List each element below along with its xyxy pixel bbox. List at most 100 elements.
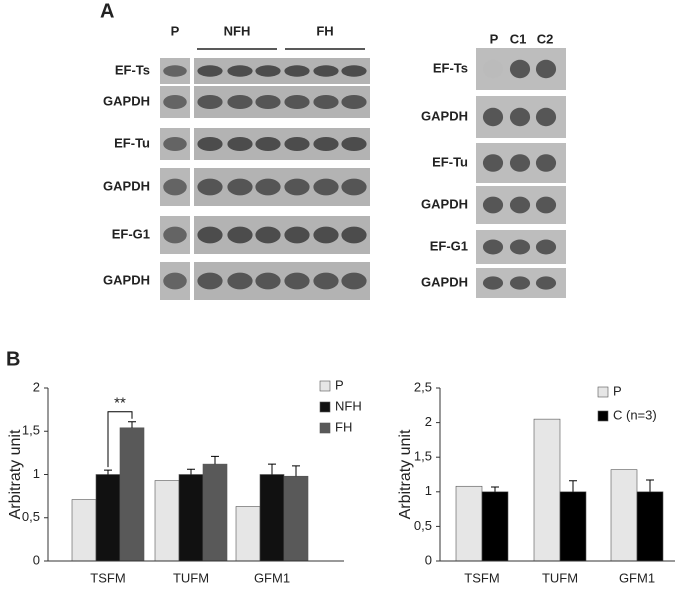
error-bar xyxy=(569,480,577,492)
blot-row-label: GAPDH xyxy=(103,93,150,108)
blot-band xyxy=(313,272,339,290)
significance-label: ** xyxy=(114,395,126,412)
blot-band xyxy=(313,94,339,110)
blot-band xyxy=(535,154,557,172)
blot-panel xyxy=(194,262,370,300)
blot-band xyxy=(227,226,253,244)
bar xyxy=(178,474,204,562)
y-tick-label: 2,5 xyxy=(414,379,432,394)
blot-band xyxy=(227,178,253,196)
blot-lane-label: C2 xyxy=(537,31,554,46)
y-tick-label: 1 xyxy=(33,466,40,481)
bar xyxy=(259,474,285,562)
blot-band xyxy=(509,196,531,214)
y-axis-label: Arbitraty unit xyxy=(7,429,24,519)
bar xyxy=(119,427,145,562)
blot-panel xyxy=(194,86,370,118)
blot-band xyxy=(227,136,253,152)
blot-lane-label: C1 xyxy=(510,31,527,46)
bar xyxy=(283,475,309,562)
blot-band xyxy=(482,59,504,79)
blot-row-label: GAPDH xyxy=(421,196,468,211)
legend-swatch xyxy=(597,386,609,398)
blot-band xyxy=(197,226,223,244)
blot-band xyxy=(255,136,281,152)
bar xyxy=(610,469,638,562)
blot-band xyxy=(163,65,187,77)
y-tick-label: 1,5 xyxy=(414,449,432,464)
bar xyxy=(455,485,483,562)
blot-row-label: EF-Tu xyxy=(432,154,468,169)
y-tick-label: 0,5 xyxy=(22,509,40,524)
blot-panel xyxy=(194,168,370,206)
bar xyxy=(481,491,509,562)
blot-band xyxy=(197,272,223,290)
legend-swatch xyxy=(319,422,331,434)
blot-band xyxy=(284,178,310,196)
blot-band xyxy=(341,272,367,290)
bar xyxy=(533,418,561,562)
blot-band xyxy=(341,94,367,110)
x-tick-label: GFM1 xyxy=(619,570,655,585)
blot-band xyxy=(197,65,223,77)
bar xyxy=(71,499,97,562)
blot-band xyxy=(255,272,281,290)
blot-band xyxy=(482,196,504,214)
error-bar xyxy=(104,469,112,475)
blot-lane-label: P xyxy=(490,31,499,46)
y-tick-label: 0 xyxy=(33,552,40,567)
y-tick-label: 1 xyxy=(425,483,432,498)
error-bar xyxy=(128,421,136,428)
error-bar xyxy=(268,463,276,475)
blot-band xyxy=(163,178,187,196)
bar xyxy=(636,491,664,562)
blot-band xyxy=(284,94,310,110)
blot-band xyxy=(255,65,281,77)
x-tick-label: TSFM xyxy=(464,570,499,585)
x-tick-label: TSFM xyxy=(90,570,125,585)
y-tick-label: 0 xyxy=(425,552,432,567)
blot-band xyxy=(341,226,367,244)
legend-label: FH xyxy=(335,419,352,434)
blot-lane-label: FH xyxy=(316,23,333,38)
blot-row-label: EF-Ts xyxy=(433,60,468,75)
legend-label: P xyxy=(613,383,622,398)
blot-band xyxy=(535,59,557,79)
blot-panel xyxy=(194,216,370,254)
blot-row-label: EF-G1 xyxy=(112,226,150,241)
bar xyxy=(154,480,180,562)
blot-band xyxy=(509,107,531,127)
x-tick-label: TUFM xyxy=(542,570,578,585)
y-tick-label: 0,5 xyxy=(414,518,432,533)
blot-band xyxy=(227,65,253,77)
legend-label: NFH xyxy=(335,398,362,413)
legend-swatch xyxy=(319,401,331,413)
blot-panel xyxy=(194,128,370,160)
error-bar xyxy=(187,468,195,475)
blot-band xyxy=(227,272,253,290)
error-bar xyxy=(491,486,499,492)
blot-lane-label: NFH xyxy=(224,23,251,38)
blot-row-label: GAPDH xyxy=(103,178,150,193)
blot-panel xyxy=(194,58,370,84)
blot-band xyxy=(163,136,187,152)
blot-band xyxy=(163,226,187,244)
legend-label: P xyxy=(335,377,344,392)
blot-band xyxy=(482,276,504,290)
blot-row-label: GAPDH xyxy=(103,272,150,287)
y-tick-label: 2 xyxy=(425,414,432,429)
blot-row-label: EF-Tu xyxy=(114,135,150,150)
blot-band xyxy=(255,178,281,196)
blot-lane-label: P xyxy=(171,23,180,38)
blot-band xyxy=(535,239,557,255)
blot-band xyxy=(482,239,504,255)
blot-band xyxy=(341,178,367,196)
blot-row-label: GAPDH xyxy=(421,274,468,289)
blot-band xyxy=(227,94,253,110)
legend-swatch xyxy=(319,380,331,392)
blot-band xyxy=(313,136,339,152)
y-tick-label: 2 xyxy=(33,379,40,394)
blot-band xyxy=(255,226,281,244)
